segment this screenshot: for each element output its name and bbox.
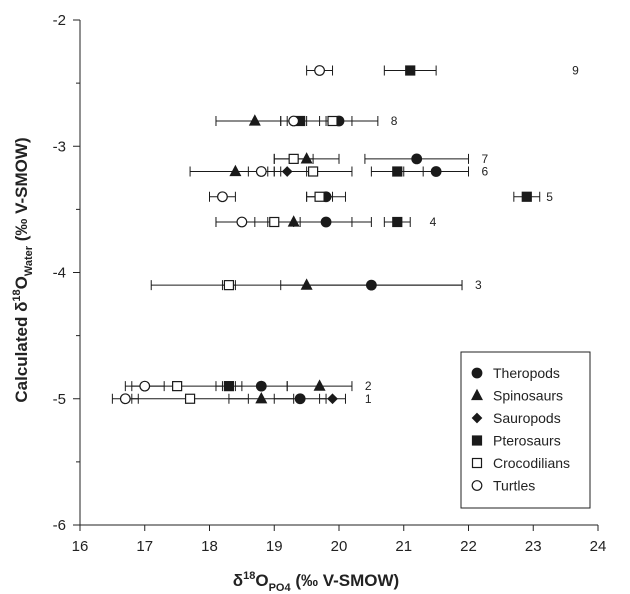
x-tick-label: 19 — [266, 538, 283, 555]
legend-marker — [471, 412, 483, 424]
legend: Theropods Spinosaurs Sauropods Pterosaurs Cr… — [460, 351, 591, 509]
y-axis-title: Calculated δ18OWater (‰ V-SMOW) — [11, 137, 35, 402]
turtles-point — [119, 393, 131, 405]
crocodilians-point — [269, 216, 280, 228]
x-tick-label: 18 — [201, 538, 218, 555]
turtles-point — [236, 216, 248, 228]
x-tick-label: 16 — [72, 538, 89, 555]
turtles-point — [288, 115, 300, 127]
series-theropods — [234, 115, 469, 405]
theropods-point — [411, 153, 423, 165]
row-labels: 9 8 76 5 4 3 21 — [365, 64, 579, 406]
turtles-point — [255, 166, 267, 177]
x-tick-label: 17 — [136, 538, 153, 555]
legend-marker — [471, 367, 483, 379]
crocodilians-point — [288, 153, 299, 164]
legend-label: Sauropods — [493, 410, 561, 426]
sauropods-point — [327, 393, 338, 405]
row-label: 9 — [572, 64, 579, 78]
y-tick-label: -4 — [53, 265, 66, 282]
turtles-point — [217, 191, 228, 203]
legend-marker — [471, 435, 483, 446]
spinosaurs-point — [300, 152, 313, 164]
series-turtles — [111, 65, 334, 405]
legend-label: Turtles — [493, 478, 535, 494]
row-label: 3 — [475, 278, 482, 292]
row-label: 5 — [546, 190, 553, 204]
crocodilians-point — [172, 381, 183, 392]
crocodilians-point — [308, 166, 319, 177]
crocodilians-point — [223, 280, 235, 291]
crocodilians-point — [327, 115, 338, 127]
x-axis-title: δ18OPO4 (‰ V-SMOW) — [233, 570, 399, 594]
row-label: 1 — [365, 392, 372, 406]
theropods-point — [294, 393, 306, 405]
x-tick-label: 23 — [525, 538, 542, 555]
legend-label: Theropods — [493, 365, 560, 381]
pterosaurs-point — [521, 191, 532, 202]
row-label: 8 — [391, 114, 398, 128]
crocodilians-point — [184, 393, 196, 404]
spinosaurs-point — [248, 114, 261, 126]
turtles-point — [139, 380, 151, 392]
pterosaurs-point — [223, 381, 235, 392]
y-tick-label: -3 — [53, 138, 66, 155]
y-tick-label: -6 — [53, 517, 66, 534]
crocodilians-point — [314, 191, 325, 202]
series-crocodilians — [131, 115, 379, 404]
legend-marker — [471, 480, 483, 491]
row-label: 2 — [365, 379, 372, 393]
legend-box — [460, 351, 591, 509]
legend-label: Crocodilians — [493, 455, 570, 471]
theropods-point — [430, 166, 442, 177]
spinosaurs-point — [313, 379, 326, 391]
turtles-point — [314, 65, 325, 76]
spinosaurs-point — [300, 278, 313, 290]
row-label: 4 — [430, 215, 437, 229]
series-pterosaurs — [215, 65, 541, 392]
y-tick-label: -5 — [53, 391, 66, 408]
x-tick-label: 21 — [395, 538, 412, 555]
legend-label: Spinosaurs — [493, 388, 563, 404]
row-label: 6 — [481, 165, 488, 179]
y-tick-label: -2 — [53, 12, 66, 29]
legend-label: Pterosaurs — [493, 433, 561, 449]
spinosaurs-point — [255, 391, 268, 404]
data-marks — [111, 65, 541, 405]
legend-marker — [471, 388, 483, 401]
pterosaurs-point — [405, 65, 416, 76]
x-tick-label: 20 — [331, 538, 348, 555]
y-ticks: -2 -3 -4 -5 -6 — [53, 12, 80, 534]
spinosaurs-point — [229, 164, 242, 177]
x-ticks: 16 17 18 19 20 21 22 23 24 — [72, 525, 607, 555]
pterosaurs-point — [392, 216, 403, 228]
pterosaurs-point — [392, 166, 403, 177]
legend-marker — [471, 457, 483, 469]
row-label: 7 — [481, 152, 488, 166]
x-tick-label: 24 — [590, 538, 607, 555]
theropods-point — [255, 380, 267, 392]
x-tick-label: 22 — [460, 538, 477, 555]
